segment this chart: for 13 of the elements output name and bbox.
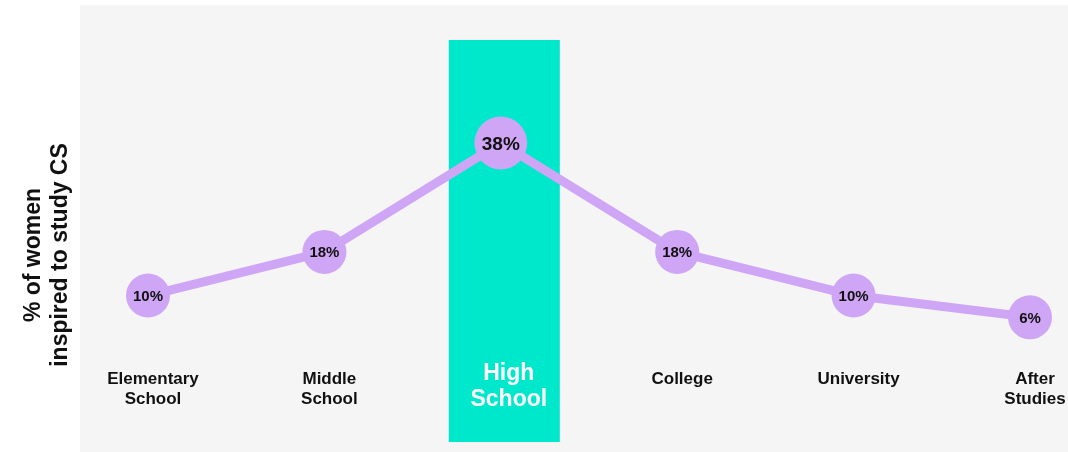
x-tick-label: Middle School — [301, 369, 358, 408]
data-label: 10% — [838, 286, 869, 304]
data-label: 18% — [662, 243, 693, 261]
data-label: 18% — [309, 243, 340, 261]
data-label: 38% — [481, 132, 520, 154]
x-tick-label: After Studies — [1004, 369, 1066, 408]
y-axis-title: % of women inspired to study CS — [19, 143, 72, 367]
data-label: 10% — [132, 286, 164, 304]
x-tick-label: College — [651, 369, 713, 388]
x-tick-label: High School — [470, 359, 548, 412]
x-tick-label: Elementary School — [107, 369, 200, 408]
data-label: 6% — [1019, 308, 1041, 326]
x-tick-label: University — [817, 369, 901, 388]
